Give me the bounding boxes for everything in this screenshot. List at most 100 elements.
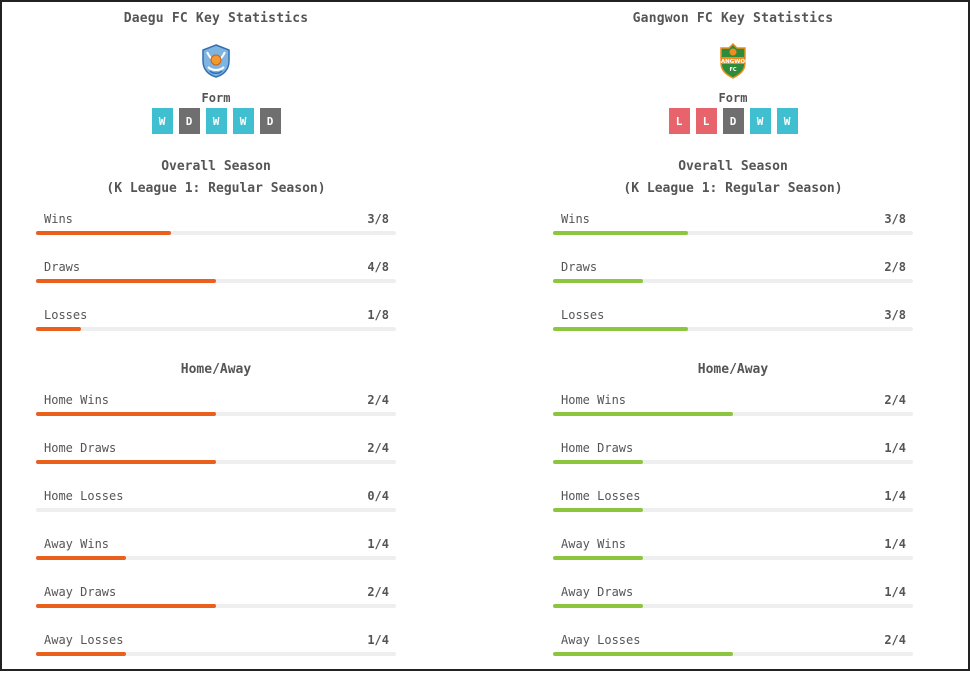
form-badge: W [776, 108, 798, 134]
stat-row-away-draws: Away Draws 2/4 [36, 585, 396, 625]
stat-bar-track [36, 231, 396, 235]
stat-row-away-losses: Away Losses 2/4 [553, 633, 913, 673]
stat-row-home-wins: Home Wins 2/4 [553, 393, 913, 433]
stat-label: Away Wins [44, 537, 110, 551]
panel-title: Gangwon FC Key Statistics [632, 11, 834, 26]
overall-season-subtitle: (K League 1: Regular Season) [106, 181, 326, 196]
stat-bar-track [36, 652, 396, 656]
stat-bar-track [36, 279, 396, 283]
stat-label: Home Draws [561, 441, 634, 455]
stat-value: 1/8 [367, 308, 389, 322]
stat-bar-track [36, 556, 396, 560]
stat-row-home-losses: Home Losses 1/4 [553, 489, 913, 529]
stat-row-home-draws: Home Draws 1/4 [553, 441, 913, 481]
stat-row-away-wins: Away Wins 1/4 [553, 537, 913, 577]
stat-label: Wins [561, 212, 590, 226]
stat-row-home-wins: Home Wins 2/4 [36, 393, 396, 433]
stat-bar-track [36, 460, 396, 464]
stat-bar-fill [553, 604, 643, 608]
stat-bar-track [553, 231, 913, 235]
stat-value: 2/4 [367, 441, 389, 455]
overall-season-title: Overall Season [678, 159, 788, 174]
stat-value: 2/4 [367, 585, 389, 599]
stat-bar-track [553, 279, 913, 283]
form-badges: W D W W D [36, 108, 396, 134]
stat-row-home-losses: Home Losses 0/4 [36, 489, 396, 529]
stat-bar-fill [553, 556, 643, 560]
stat-value: 4/8 [367, 260, 389, 274]
stat-label: Home Losses [44, 489, 124, 503]
stat-label: Draws [561, 260, 598, 274]
stat-row-draws: Draws 2/8 [553, 260, 913, 300]
stat-value: 3/8 [367, 212, 389, 226]
stat-bar-track [36, 412, 396, 416]
stat-bar-track [553, 604, 913, 608]
form-label: Form [201, 91, 231, 105]
stat-bar-fill [36, 556, 126, 560]
stat-bar-track [553, 460, 913, 464]
stat-bar-fill [36, 604, 216, 608]
daegu-fc-crest-icon [198, 43, 234, 79]
panel-title: Daegu FC Key Statistics [123, 11, 309, 26]
stat-bar-fill [553, 508, 643, 512]
stat-bar-fill [553, 231, 688, 235]
form-badge: W [232, 108, 254, 134]
form-badges: L L D W W [553, 108, 913, 134]
stat-label: Losses [44, 308, 88, 322]
form-badge: W [749, 108, 771, 134]
stat-bar-fill [36, 279, 216, 283]
form-badge: W [151, 108, 173, 134]
stat-row-losses: Losses 1/8 [36, 308, 396, 348]
stat-value: 1/4 [884, 489, 906, 503]
stat-bar-track [553, 412, 913, 416]
stat-bar-track [36, 327, 396, 331]
gangwon-logo-text: GANGWON [716, 59, 750, 65]
stat-label: Home Wins [44, 393, 110, 407]
stat-row-draws: Draws 4/8 [36, 260, 396, 300]
form-badge: D [178, 108, 200, 134]
home-away-title: Home/Away [697, 362, 769, 377]
stat-bar-track [553, 556, 913, 560]
stat-row-away-losses: Away Losses 1/4 [36, 633, 396, 673]
overall-season-title: Overall Season [161, 159, 271, 174]
stat-label: Away Draws [44, 585, 117, 599]
svg-text:FC: FC [729, 67, 736, 73]
stat-row-losses: Losses 3/8 [553, 308, 913, 348]
stat-row-wins: Wins 3/8 [36, 212, 396, 252]
overall-season-subtitle: (K League 1: Regular Season) [623, 181, 843, 196]
form-badge: L [695, 108, 717, 134]
stat-label: Losses [561, 308, 605, 322]
home-away-title: Home/Away [180, 362, 252, 377]
stat-bar-track [553, 652, 913, 656]
stat-label: Wins [44, 212, 73, 226]
stat-value: 1/4 [884, 537, 906, 551]
stat-row-away-draws: Away Draws 1/4 [553, 585, 913, 625]
stat-bar-fill [36, 652, 126, 656]
stat-bar-fill [553, 460, 643, 464]
stat-bar-track [553, 327, 913, 331]
form-badge: D [259, 108, 281, 134]
stat-bar-track [36, 604, 396, 608]
stat-value: 2/4 [884, 633, 906, 647]
stat-bar-fill [553, 652, 733, 656]
form-badge: L [668, 108, 690, 134]
stat-value: 1/4 [884, 441, 906, 455]
form-badge: W [205, 108, 227, 134]
stat-bar-fill [553, 412, 733, 416]
stat-value: 1/4 [367, 633, 389, 647]
stat-bar-fill [36, 460, 216, 464]
stat-label: Home Draws [44, 441, 117, 455]
stat-value: 3/8 [884, 212, 906, 226]
stat-bar-fill [36, 412, 216, 416]
stat-bar-fill [36, 327, 81, 331]
stat-label: Home Wins [561, 393, 627, 407]
stat-value: 1/4 [884, 585, 906, 599]
stat-value: 0/4 [367, 489, 389, 503]
stat-value: 3/8 [884, 308, 906, 322]
stat-label: Away Losses [44, 633, 124, 647]
stat-row-away-wins: Away Wins 1/4 [36, 537, 396, 577]
stat-label: Away Draws [561, 585, 634, 599]
stat-value: 2/4 [367, 393, 389, 407]
stat-bar-track [36, 508, 396, 512]
